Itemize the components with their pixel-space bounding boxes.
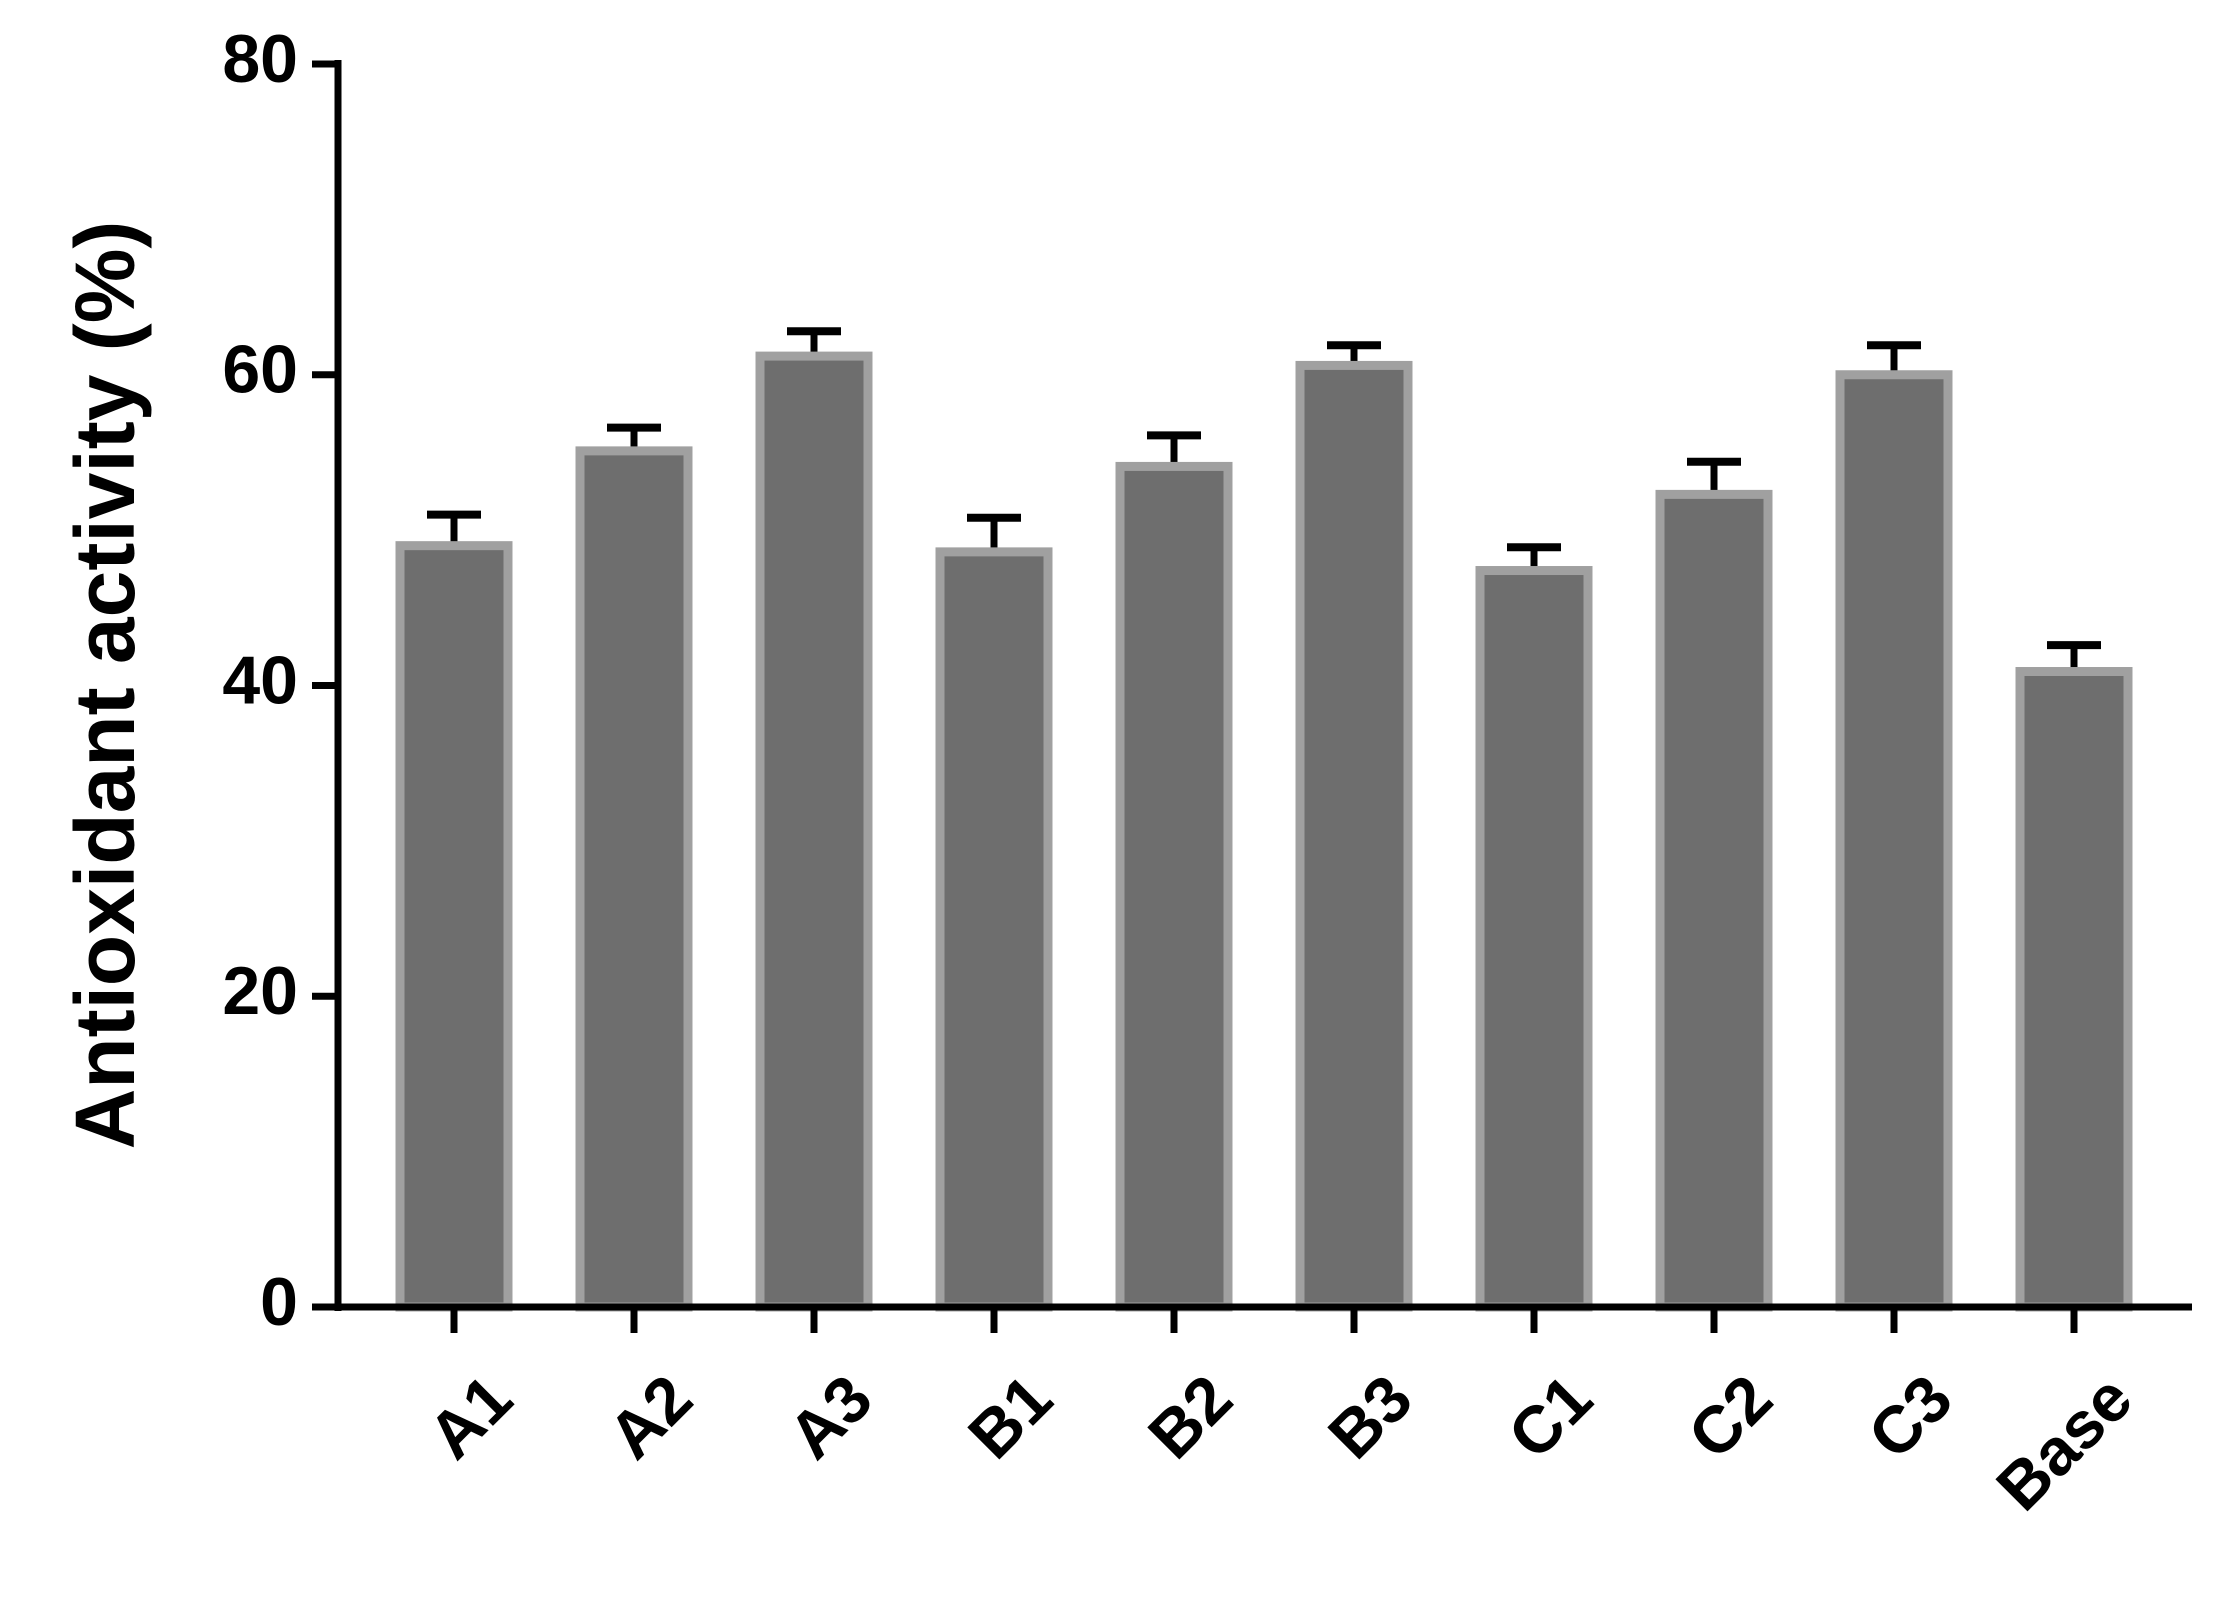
x-tick-label: A3: [774, 1361, 886, 1473]
bar: [395, 541, 513, 1312]
bar: [575, 446, 693, 1312]
y-tick-label: 0: [260, 1264, 298, 1340]
x-tick-label: A2: [594, 1361, 706, 1473]
bar: [1475, 566, 1593, 1312]
y-tick-label: 60: [222, 332, 298, 408]
bar: [2015, 667, 2133, 1312]
bar: [935, 547, 1053, 1312]
bar: [1295, 360, 1413, 1312]
x-tick-label: C2: [1674, 1361, 1786, 1473]
y-tick-label: 40: [222, 642, 298, 718]
y-tick-label: 20: [222, 953, 298, 1029]
x-tick-label: A1: [414, 1361, 526, 1473]
y-axis-title: Antioxidant activity (%): [58, 221, 152, 1150]
x-tick-label: B3: [1314, 1361, 1426, 1473]
bar: [1115, 461, 1233, 1312]
bar: [755, 351, 873, 1312]
bar: [1655, 489, 1773, 1312]
x-tick-label: C1: [1494, 1361, 1606, 1473]
x-tick-label: B1: [954, 1361, 1066, 1473]
x-tick-label: Base: [1982, 1361, 2146, 1525]
y-tick-label: 80: [222, 21, 298, 97]
x-tick-label: C3: [1854, 1361, 1966, 1473]
bar: [1835, 370, 1953, 1312]
x-tick-label: B2: [1134, 1361, 1246, 1473]
